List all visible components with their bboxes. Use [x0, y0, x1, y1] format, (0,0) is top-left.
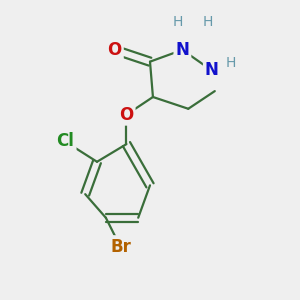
Text: H: H [226, 56, 236, 70]
Text: N: N [205, 61, 219, 80]
Text: O: O [119, 106, 134, 124]
Text: Cl: Cl [56, 132, 74, 150]
Text: Br: Br [110, 238, 131, 256]
Text: N: N [176, 41, 189, 59]
Text: O: O [107, 41, 122, 59]
Text: H: H [173, 15, 183, 29]
Text: H: H [202, 15, 213, 29]
